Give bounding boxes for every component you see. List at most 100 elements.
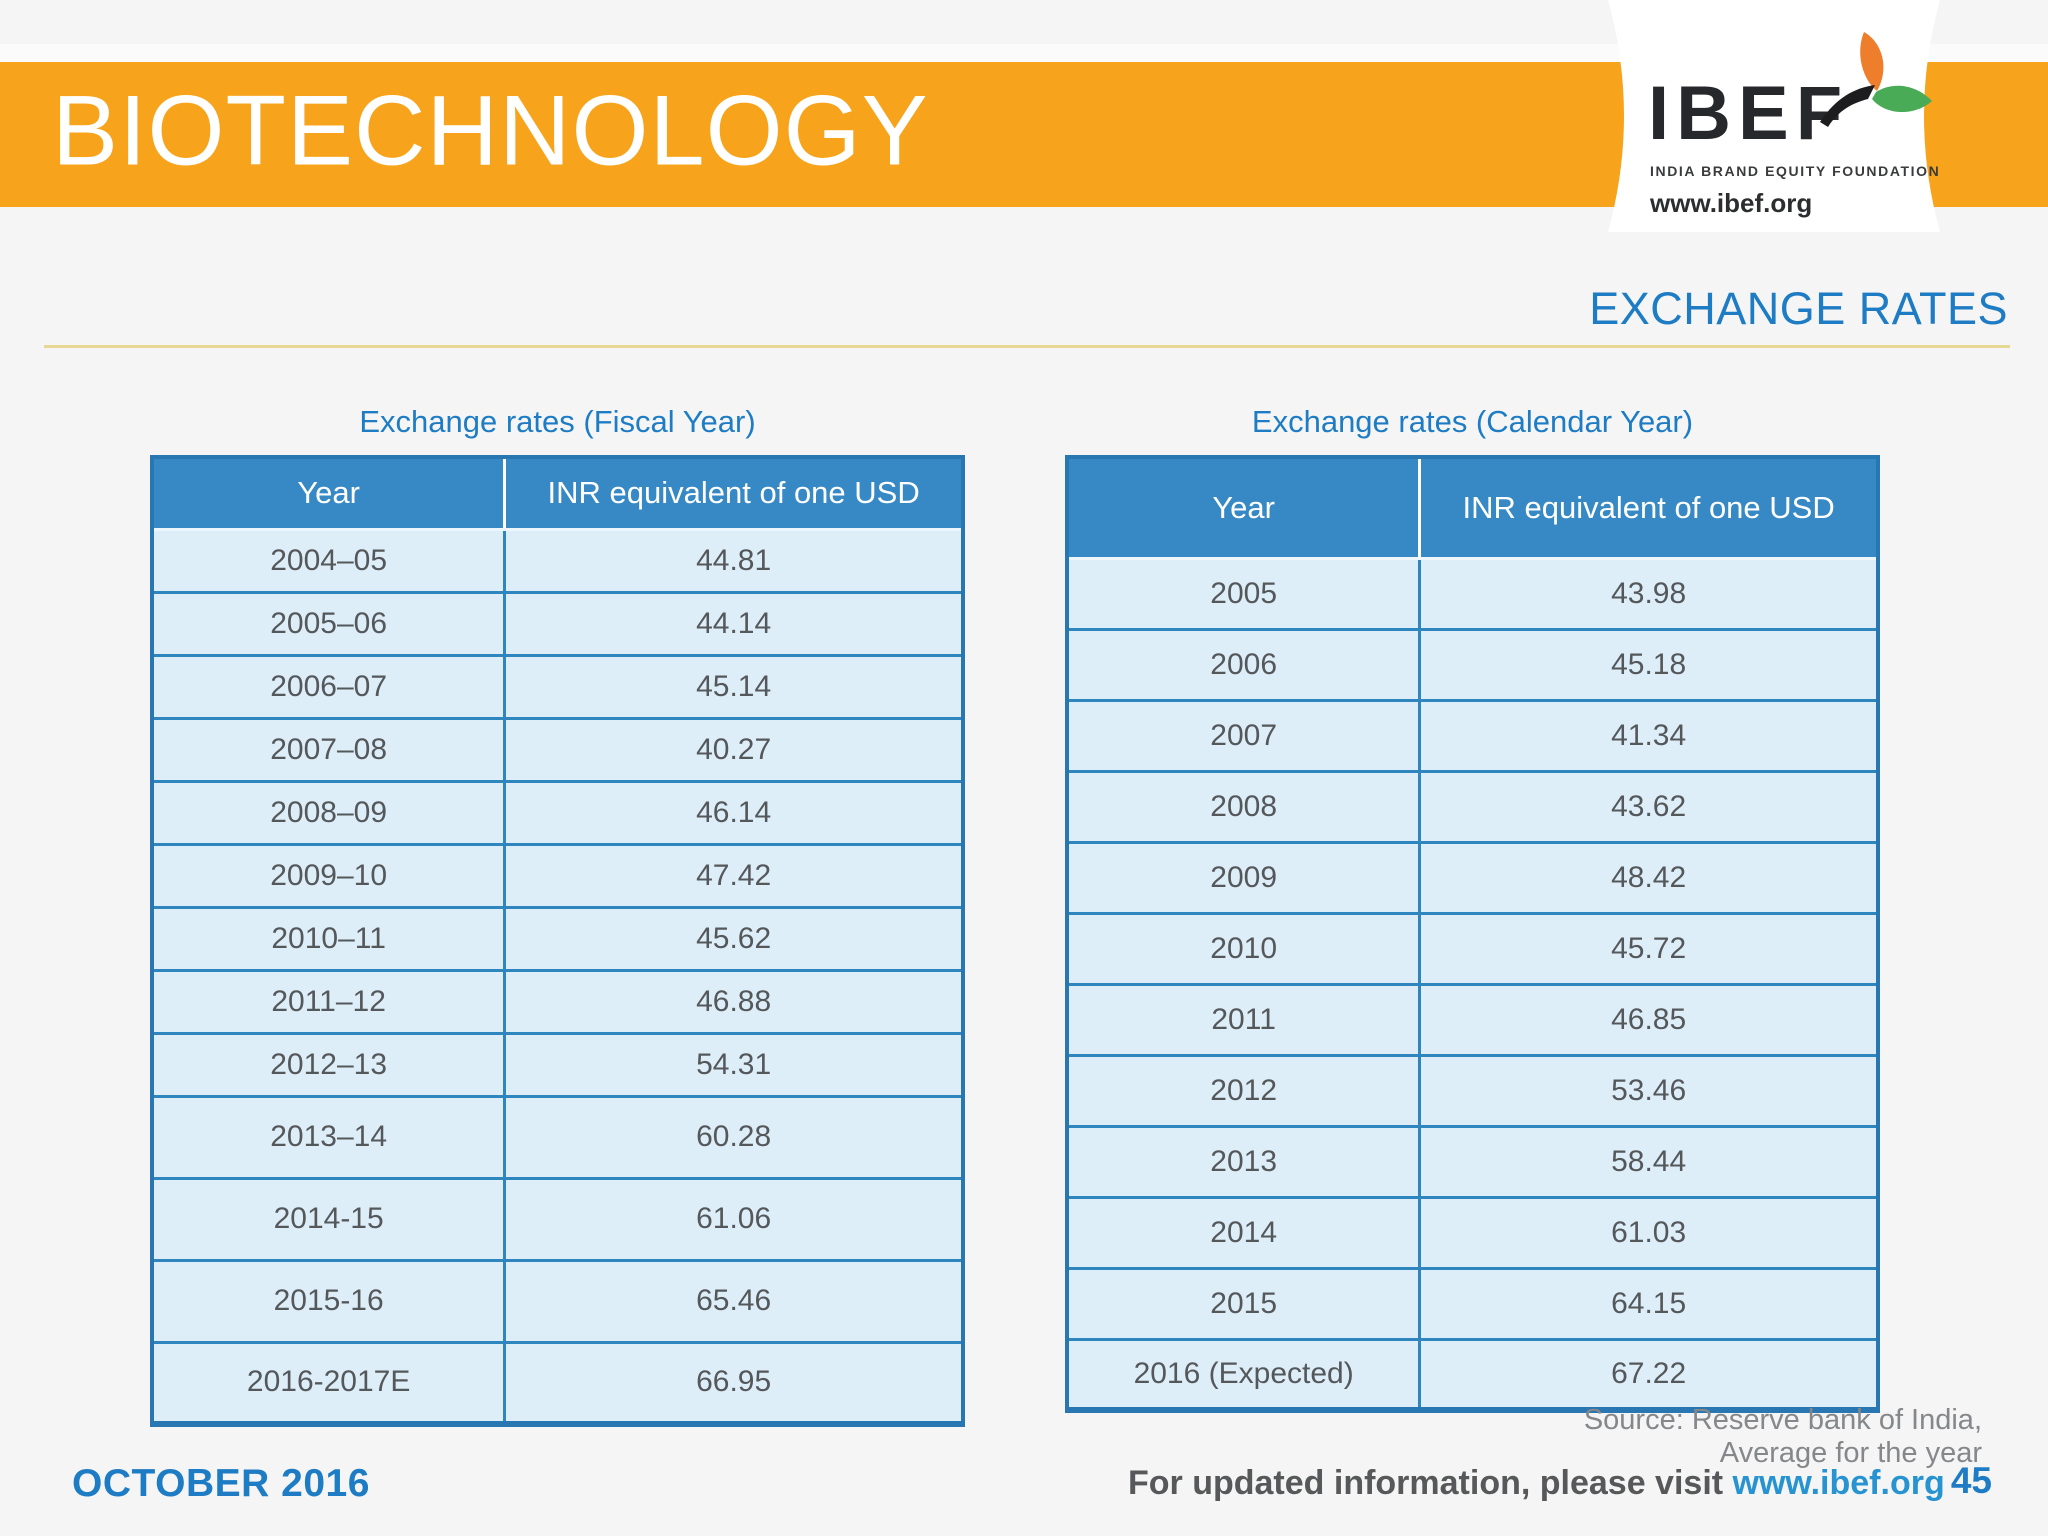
- table-cell: 2015: [1065, 1266, 1422, 1341]
- table-cell: 2016 (Expected): [1065, 1337, 1422, 1412]
- table-cell: 67.22: [1418, 1337, 1880, 1412]
- table-cell: 46.85: [1418, 982, 1880, 1057]
- table-cell: 2008: [1065, 769, 1422, 844]
- table-row: 2012 53.46: [1065, 1053, 1880, 1128]
- table-cell: 2009–10: [150, 842, 507, 909]
- ibef-logo-text: IBEF: [1648, 71, 1850, 156]
- table-row: 2015-16 65.46: [150, 1258, 965, 1344]
- table-header-row: Year INR equivalent of one USD: [1067, 457, 1878, 560]
- table-row: 2005 43.98: [1065, 556, 1880, 631]
- table-row: 2007–08 40.27: [150, 716, 965, 783]
- table-row: 2008 43.62: [1065, 769, 1880, 844]
- table-row: 2004–05 44.81: [150, 527, 965, 594]
- column-header: INR equivalent of one USD: [1419, 457, 1878, 560]
- table-cell: 66.95: [503, 1340, 965, 1426]
- table-cell: 2005: [1065, 556, 1422, 631]
- table-row: 2012–13 54.31: [150, 1031, 965, 1098]
- table-row: 2016-2017E 66.95: [150, 1340, 965, 1426]
- table-cell: 2006–07: [150, 653, 507, 720]
- table-row: 2006 45.18: [1065, 627, 1880, 702]
- table-cell: 2015-16: [150, 1258, 507, 1344]
- page-title: BIOTECHNOLOGY: [52, 73, 929, 185]
- table-cell: 2014-15: [150, 1176, 507, 1262]
- table-cell: 43.98: [1418, 556, 1880, 631]
- table-row: 2011–12 46.88: [150, 968, 965, 1035]
- table-cell: 45.18: [1418, 627, 1880, 702]
- table-cell: 61.03: [1418, 1195, 1880, 1270]
- table-cell: 2014: [1065, 1195, 1422, 1270]
- source-line: Source: Reserve bank of India,: [1583, 1404, 1982, 1436]
- footer-date: OCTOBER 2016: [72, 1462, 370, 1505]
- footer-info-text: For updated information, please visit: [1128, 1464, 1733, 1502]
- calendar-table-title: Exchange rates (Calendar Year): [1251, 404, 1694, 439]
- ibef-logo: IBEF INDIA BRAND EQUITY FOUNDATION www.i…: [1598, 0, 1950, 232]
- ibef-bird-icon: [1820, 32, 1932, 127]
- table-cell: 48.42: [1418, 840, 1880, 915]
- table-cell: 2009: [1065, 840, 1422, 915]
- fiscal-year-table: Year INR equivalent of one USD 2004–05 44.8…: [150, 455, 965, 1427]
- section-title: EXCHANGE RATES: [1589, 283, 2008, 334]
- column-header: Year: [1067, 457, 1422, 560]
- table-cell: 2013–14: [150, 1094, 507, 1180]
- table-cell: 2010–11: [150, 905, 507, 972]
- top-strip: [0, 44, 2048, 62]
- table-cell: 2007: [1065, 698, 1422, 773]
- table-row: 2014-15 61.06: [150, 1176, 965, 1262]
- table-row: 2014 61.03: [1065, 1195, 1880, 1270]
- table-cell: 2005–06: [150, 590, 507, 657]
- table-cell: 2013: [1065, 1124, 1422, 1199]
- table-row: 2007 41.34: [1065, 698, 1880, 773]
- table-row: 2005–06 44.14: [150, 590, 965, 657]
- table-row: 2013–14 60.28: [150, 1094, 965, 1180]
- table-cell: 2006: [1065, 627, 1422, 702]
- page-number: 45: [1950, 1460, 1992, 1501]
- table-cell: 45.62: [503, 905, 965, 972]
- table-cell: 43.62: [1418, 769, 1880, 844]
- table-row: 2009 48.42: [1065, 840, 1880, 915]
- table-cell: 65.46: [503, 1258, 965, 1344]
- table-cell: 61.06: [503, 1176, 965, 1262]
- table-row: 2011 46.85: [1065, 982, 1880, 1057]
- logo-panel-shape: [1608, 0, 1940, 232]
- table-header-row: Year INR equivalent of one USD: [152, 457, 963, 531]
- divider-line: [44, 345, 2010, 348]
- table-cell: 2011–12: [150, 968, 507, 1035]
- table-cell: 2012–13: [150, 1031, 507, 1098]
- source-note: Source: Reserve bank of India, Average f…: [1584, 1404, 1982, 1470]
- calendar-year-table: Year INR equivalent of one USD 2005 43.98 20…: [1065, 455, 1880, 1413]
- table-cell: 46.14: [503, 779, 965, 846]
- table-cell: 54.31: [503, 1031, 965, 1098]
- table-cell: 60.28: [503, 1094, 965, 1180]
- footer-info: For updated information, please visit ww…: [1128, 1464, 1945, 1503]
- column-header: Year: [152, 457, 507, 531]
- table-cell: 41.34: [1418, 698, 1880, 773]
- table-cell: 2011: [1065, 982, 1422, 1057]
- table-cell: 53.46: [1418, 1053, 1880, 1128]
- table-row: 2015 64.15: [1065, 1266, 1880, 1341]
- table-cell: 45.14: [503, 653, 965, 720]
- fiscal-table-title: Exchange rates (Fiscal Year): [359, 404, 756, 439]
- table-row: 2008–09 46.14: [150, 779, 965, 846]
- table-cell: 64.15: [1418, 1266, 1880, 1341]
- table-cell: 2008–09: [150, 779, 507, 846]
- footer-ibef-link[interactable]: www.ibef.org: [1732, 1464, 1945, 1502]
- table-row: 2009–10 47.42: [150, 842, 965, 909]
- table-cell: 40.27: [503, 716, 965, 783]
- table-row: 2016 (Expected) 67.22: [1065, 1337, 1880, 1412]
- ibef-logo-url: www.ibef.org: [1650, 188, 1813, 218]
- table-cell: 47.42: [503, 842, 965, 909]
- table-row: 2013 58.44: [1065, 1124, 1880, 1199]
- table-cell: 44.81: [503, 527, 965, 594]
- table-cell: 44.14: [503, 590, 965, 657]
- table-row: 2010 45.72: [1065, 911, 1880, 986]
- column-header: INR equivalent of one USD: [504, 457, 963, 531]
- ibef-logo-tagline: INDIA BRAND EQUITY FOUNDATION: [1650, 163, 1941, 179]
- table-cell: 2010: [1065, 911, 1422, 986]
- table-row: 2010–11 45.62: [150, 905, 965, 972]
- table-cell: 46.88: [503, 968, 965, 1035]
- table-cell: 2016-2017E: [150, 1340, 507, 1426]
- table-cell: 2007–08: [150, 716, 507, 783]
- source-line: Average for the year: [1719, 1436, 1982, 1469]
- table-cell: 58.44: [1418, 1124, 1880, 1199]
